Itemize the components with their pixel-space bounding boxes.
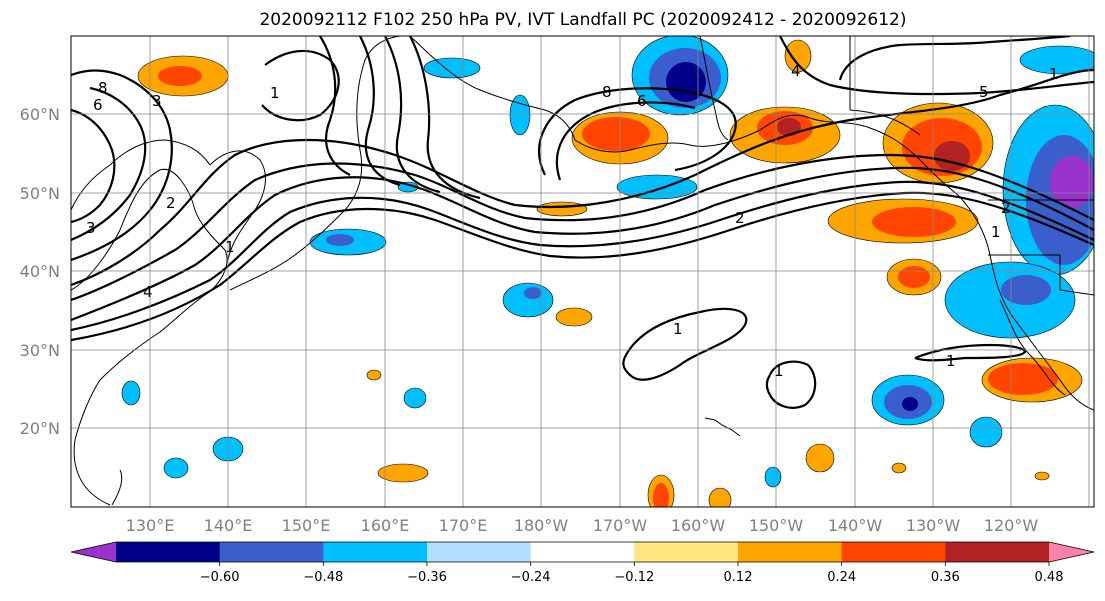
cool-anomaly bbox=[163, 457, 189, 479]
lon-label: 160°W bbox=[671, 516, 726, 535]
colorbar-segment bbox=[945, 542, 1050, 562]
colorbar-tick-label: −0.12 bbox=[614, 570, 654, 585]
warm-anomaly-core bbox=[898, 266, 930, 288]
cool-anomaly-core bbox=[1001, 275, 1051, 305]
lon-label: 160°E bbox=[361, 516, 410, 535]
contour-label: 1 bbox=[946, 352, 956, 370]
warm-anomaly-core bbox=[653, 483, 669, 507]
colorbar-tick-label: −0.60 bbox=[200, 570, 240, 585]
lon-label: 130°E bbox=[126, 516, 175, 535]
lat-label: 60°N bbox=[20, 105, 60, 124]
colorbar-segment bbox=[323, 542, 428, 562]
contour-label: 4 bbox=[791, 62, 801, 80]
colorbar-segment bbox=[427, 542, 532, 562]
colorbar-extend-min bbox=[71, 542, 116, 562]
lon-label: 180°W bbox=[514, 516, 569, 535]
map-content: 8 6 3 3 2 4 1 1 6 8 2 1 4 5 1 2 1 1 1 bbox=[71, 36, 1094, 507]
contour-label: 3 bbox=[86, 219, 96, 237]
cool-anomaly bbox=[764, 466, 782, 488]
colorbar-tick-label: 0.48 bbox=[1035, 570, 1064, 585]
lat-label: 50°N bbox=[20, 184, 60, 203]
warm-anomaly bbox=[536, 201, 588, 217]
contour-label: 1 bbox=[991, 223, 1001, 241]
lon-label: 130°W bbox=[906, 516, 961, 535]
contour-label: 4 bbox=[143, 283, 153, 301]
lon-label: 120°W bbox=[984, 516, 1039, 535]
contour-label: 1 bbox=[270, 84, 280, 102]
colorbar-segment bbox=[634, 542, 739, 562]
warm-anomaly-core bbox=[872, 207, 956, 237]
colorbar-tick-label: −0.24 bbox=[511, 570, 551, 585]
warm-anomaly bbox=[377, 463, 429, 483]
lat-label: 30°N bbox=[20, 341, 60, 360]
contour-label: 1 bbox=[673, 320, 683, 338]
map-frame bbox=[70, 35, 1095, 508]
cool-anomaly bbox=[1019, 45, 1094, 75]
contour-label: 8 bbox=[98, 79, 108, 97]
lon-label: 150°W bbox=[749, 516, 804, 535]
colorbar-segment bbox=[219, 542, 324, 562]
figure-title: 2020092112 F102 250 hPa PV, IVT Landfall… bbox=[259, 10, 906, 30]
colorbar-tick-label: 0.36 bbox=[931, 570, 960, 585]
contour-label: 2 bbox=[166, 194, 176, 212]
contour-labels: 8 6 3 3 2 4 1 1 6 8 2 1 4 5 1 2 1 1 1 bbox=[86, 62, 1059, 380]
cool-anomaly bbox=[423, 57, 481, 79]
colorbar-extend-max bbox=[1049, 542, 1094, 562]
warm-anomaly-core bbox=[988, 363, 1058, 395]
colorbar-tick-label: 0.24 bbox=[827, 570, 856, 585]
cool-anomaly bbox=[403, 387, 427, 409]
lon-label: 150°E bbox=[282, 516, 331, 535]
coastlines bbox=[71, 36, 1094, 506]
lat-label: 20°N bbox=[20, 419, 60, 438]
warm-anomaly-core bbox=[582, 117, 650, 151]
cool-anomaly-core bbox=[524, 287, 542, 299]
warm-anomaly bbox=[784, 39, 812, 73]
colorbar-outline bbox=[70, 541, 1095, 563]
colorbar-segment bbox=[116, 542, 221, 562]
contour-label: 5 bbox=[979, 83, 989, 101]
colorbar-tick-label: −0.48 bbox=[303, 570, 343, 585]
contour-label: 1 bbox=[225, 238, 235, 256]
warm-anomaly bbox=[708, 487, 732, 507]
contour-label: 6 bbox=[637, 92, 647, 110]
colorbar-segment bbox=[841, 542, 946, 562]
cool-anomaly bbox=[121, 380, 141, 406]
colorbar-segment bbox=[738, 542, 843, 562]
warm-anomaly bbox=[805, 443, 835, 473]
colorbar: −0.60 −0.48 −0.36 −0.24 −0.12 0.12 0.24 0.36 0.4… bbox=[70, 541, 1095, 585]
cool-anomaly-core bbox=[326, 234, 354, 246]
warm-anomaly bbox=[1034, 471, 1050, 481]
colorbar-segment bbox=[530, 542, 635, 562]
warm-anomaly-core bbox=[777, 118, 801, 136]
lon-label: 140°E bbox=[204, 516, 253, 535]
warm-anomaly bbox=[555, 307, 593, 327]
contour-label: 2 bbox=[1001, 199, 1011, 217]
cool-anomaly-core bbox=[666, 62, 706, 102]
pv-contours bbox=[71, 36, 1094, 409]
warm-anomaly bbox=[366, 369, 382, 381]
colorbar-tick-label: 0.12 bbox=[724, 570, 753, 585]
warm-anomaly-core bbox=[158, 66, 202, 86]
cool-anomaly-core bbox=[902, 397, 918, 411]
lon-label: 170°E bbox=[439, 516, 488, 535]
contour-label: 1 bbox=[774, 362, 784, 380]
warm-anomaly bbox=[891, 462, 907, 474]
cool-anomaly-core bbox=[1050, 156, 1094, 208]
latitude-labels: 60°N 50°N 40°N 30°N 20°N bbox=[20, 105, 60, 438]
colorbar-tick-label: −0.36 bbox=[407, 570, 447, 585]
contour-label: 3 bbox=[152, 92, 162, 110]
lat-label: 40°N bbox=[20, 262, 60, 281]
contour-label: 6 bbox=[93, 96, 103, 114]
cool-anomaly bbox=[969, 416, 1003, 448]
lon-label: 140°W bbox=[828, 516, 883, 535]
lon-label: 170°W bbox=[593, 516, 648, 535]
contour-label: 2 bbox=[735, 209, 745, 227]
longitude-labels: 130°E 140°E 150°E 160°E 170°E 180°W 170°… bbox=[126, 516, 1039, 535]
contour-label: 8 bbox=[602, 83, 612, 101]
graticule bbox=[71, 36, 1094, 507]
contour-label: 1 bbox=[1049, 65, 1059, 83]
